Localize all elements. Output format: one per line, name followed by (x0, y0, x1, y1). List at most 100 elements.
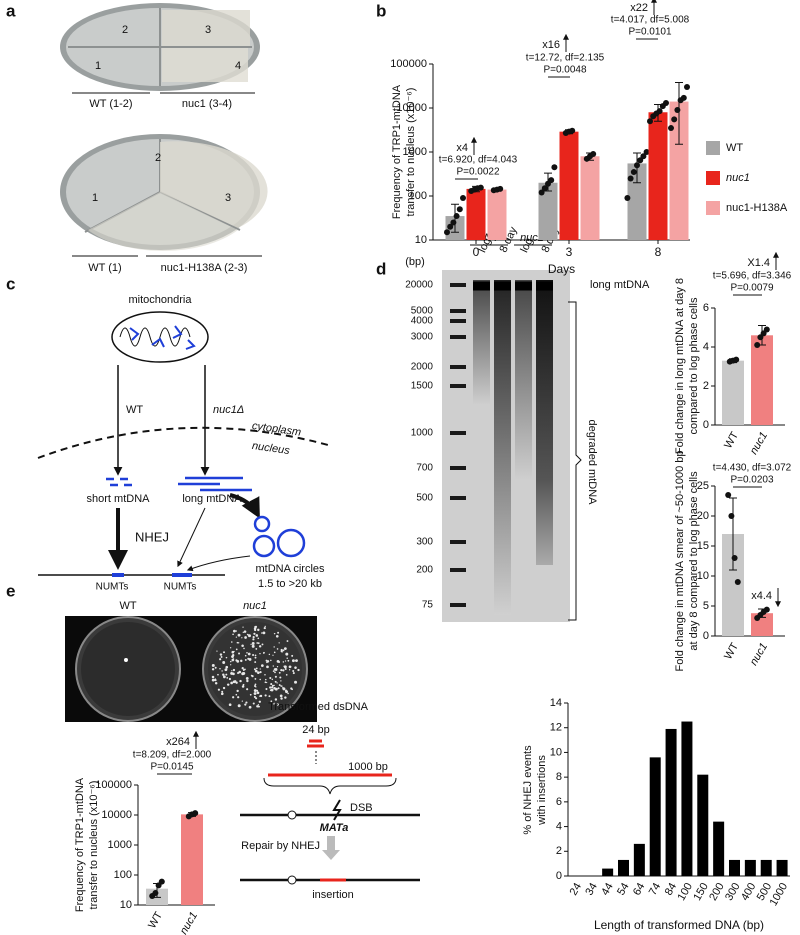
colony (219, 658, 222, 661)
colony (264, 681, 267, 684)
panel-label: e (6, 581, 15, 600)
colony (258, 700, 261, 703)
colony (283, 647, 287, 651)
data-point (640, 153, 647, 160)
bar (466, 188, 486, 240)
colony (262, 631, 266, 635)
colony (236, 641, 239, 644)
colony (251, 642, 255, 645)
colony (238, 670, 242, 674)
x-tick-label: 34 (583, 881, 600, 898)
x-tick-label: 74 (647, 881, 664, 898)
sector-label: 3 (225, 192, 231, 204)
gel-lane (536, 280, 553, 565)
colony (222, 675, 226, 679)
y-tick-label: 15 (697, 540, 709, 552)
data-point (548, 177, 555, 184)
colony (256, 642, 259, 644)
colony (246, 679, 249, 683)
colony (271, 684, 274, 687)
data-point (192, 810, 199, 817)
group-label: nuc1 (3-4) (182, 98, 232, 110)
colony (248, 658, 252, 661)
y-tick-label: 6 (556, 796, 562, 808)
gel-label: long mtDNA (590, 279, 650, 291)
colony (237, 642, 240, 644)
colony (261, 643, 264, 646)
bar (649, 757, 661, 876)
x-tick-label: WT (722, 641, 741, 662)
short-mtdna (106, 477, 132, 487)
group-label: WT (1-2) (89, 98, 132, 110)
y-tick-label: 0 (703, 419, 709, 431)
colony (285, 673, 288, 676)
gel-lane (515, 280, 532, 480)
y-tick-label: 10 (415, 234, 427, 246)
bar (633, 843, 645, 876)
x-tick-label: 400 (739, 881, 759, 903)
colony (259, 652, 261, 655)
colony (276, 648, 279, 650)
colony (276, 703, 279, 706)
data-point (444, 229, 450, 236)
fold-change: x264 (166, 736, 190, 748)
gel-unit: (bp) (405, 256, 425, 268)
colony (277, 631, 280, 634)
y-tick-label: 10 (697, 570, 709, 582)
p-value: P=0.0101 (628, 27, 672, 38)
colony (265, 678, 267, 681)
colony (221, 690, 224, 693)
colony (260, 664, 264, 667)
y-tick-label: 0 (703, 630, 709, 642)
colony (232, 680, 236, 684)
gel-label: degraded mtDNA (586, 420, 598, 506)
colony (261, 632, 263, 634)
fragment-label: 1000 bp (348, 761, 388, 773)
y-axis-label: compared to log phase cells (688, 297, 700, 434)
bar (602, 868, 614, 876)
colony (282, 649, 285, 652)
colony (280, 680, 282, 682)
y-tick-label: 100 (409, 190, 427, 202)
plate-top (60, 3, 260, 91)
bracket (568, 301, 582, 621)
ladder-label: 700 (416, 463, 433, 474)
colony (222, 686, 226, 690)
x-tick-label: 100 (675, 881, 695, 903)
numt-label: NUMTs (164, 582, 197, 593)
data-point (733, 356, 740, 363)
colony (253, 692, 257, 695)
colony (257, 671, 260, 674)
bar (627, 163, 647, 240)
colony (271, 686, 274, 689)
bar (722, 534, 744, 636)
colony (241, 637, 243, 639)
x-tick-label: 24 (568, 881, 585, 898)
fragment-label: long mtDNA (182, 493, 242, 505)
colony (242, 671, 246, 675)
colony (245, 701, 248, 704)
colony (259, 668, 261, 670)
colony (272, 670, 275, 673)
y-axis-label: % of NHEJ events (522, 745, 534, 835)
y-tick-label: 10000 (101, 809, 132, 821)
x-tick-label: 8 (655, 245, 662, 259)
colony (282, 661, 285, 663)
stats: t=4.017, df=5.008 (611, 15, 690, 26)
colony (291, 688, 293, 691)
colony (238, 652, 241, 655)
colony (232, 668, 236, 672)
x-tick-label: 54 (615, 881, 632, 898)
compartment-label: cytoplasm (251, 420, 302, 439)
colony (252, 636, 255, 639)
colony (252, 653, 255, 657)
cristae (119, 327, 191, 347)
data-point (158, 878, 165, 885)
ladder-band (450, 319, 466, 323)
data-point (569, 127, 576, 134)
stats: t=12.72, df=2.135 (526, 53, 605, 64)
data-point (460, 195, 466, 202)
ladder-band (450, 335, 466, 339)
y-tick-label: 100000 (95, 779, 132, 791)
